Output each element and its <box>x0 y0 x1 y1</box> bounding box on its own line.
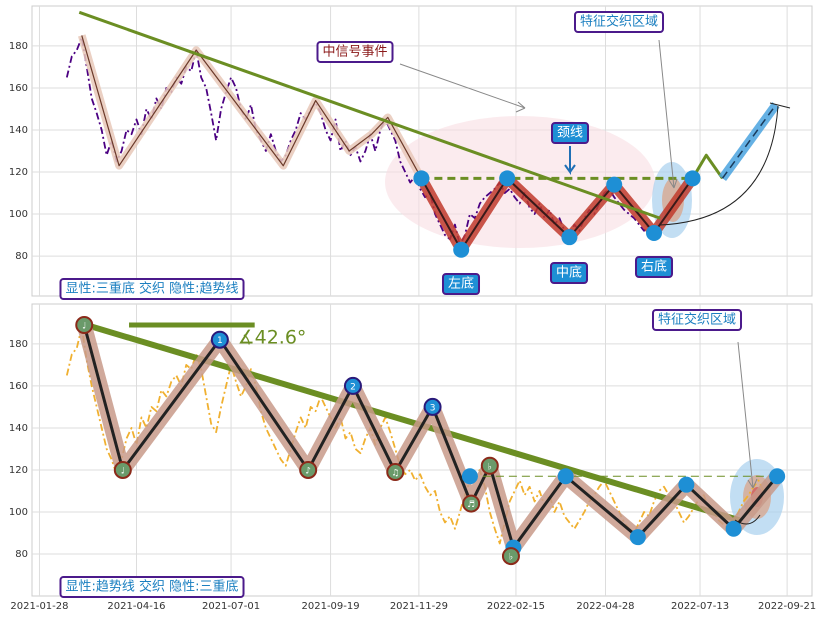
marker-label: ♩ <box>121 466 125 476</box>
annotation-text: 特征交织区域 <box>580 14 658 30</box>
y-tick-label: 180 <box>9 41 28 52</box>
pivot-point <box>629 529 646 546</box>
marker-point <box>423 397 442 416</box>
y-tick-label: 80 <box>15 549 28 560</box>
annotation-text: 特征交织区域 <box>658 312 736 328</box>
y-tick-label: 120 <box>9 167 28 178</box>
marker-label: ♬ <box>467 500 475 510</box>
pivot-point <box>413 170 430 187</box>
annotation-box <box>316 41 394 63</box>
pivot-point <box>725 520 742 537</box>
pivot-point <box>606 176 623 193</box>
y-tick-label: 160 <box>9 83 28 94</box>
pivot-point <box>678 476 695 493</box>
marker-point <box>343 376 362 395</box>
x-tick-label: 2021-11-29 <box>390 601 448 612</box>
annotation-box <box>550 122 590 144</box>
x-tick-label: 2021-04-16 <box>107 601 165 612</box>
annotation-text: 显性:趋势线 交织 隐性:三重底 <box>65 579 238 595</box>
line-series <box>81 35 422 179</box>
marker-label: ♫ <box>391 469 399 479</box>
annotation-text: 右底 <box>641 259 667 275</box>
line-series <box>691 153 724 180</box>
arrow <box>737 341 758 489</box>
marker-point <box>501 547 520 566</box>
plot-area <box>31 303 813 597</box>
pivot-point <box>769 468 786 485</box>
annotation-box <box>573 11 665 33</box>
marker-label: 1 <box>217 336 223 346</box>
marker-point <box>210 330 229 349</box>
pivot-point <box>461 468 478 485</box>
y-tick-label: 160 <box>9 381 28 392</box>
x-tick-label: 2022-02-15 <box>487 601 545 612</box>
arrow <box>399 63 526 113</box>
pivot-point <box>557 468 574 485</box>
marker-label: ♭ <box>509 553 513 563</box>
y-tick-label: 140 <box>9 423 28 434</box>
annotation-box <box>441 273 481 295</box>
marker-label: ♩ <box>82 322 86 332</box>
y-tick-label: 140 <box>9 125 28 136</box>
annotation-text: 中信号事件 <box>322 45 387 60</box>
annotation-text: ∡42.6° <box>238 327 307 349</box>
pivot-point <box>499 170 516 187</box>
marker-point <box>113 460 132 479</box>
pivot-point <box>561 229 578 246</box>
marker-label: ♪ <box>305 466 311 476</box>
arc <box>734 514 761 525</box>
annotation-box <box>59 576 245 598</box>
pivot-point <box>646 224 663 241</box>
pivot-point <box>684 170 701 187</box>
annotation-box <box>549 262 589 284</box>
marker-point <box>462 494 481 513</box>
y-tick-label: 180 <box>9 339 28 350</box>
pivot-point <box>453 241 470 258</box>
line-series <box>721 104 777 179</box>
x-tick-label: 2022-09-21 <box>758 601 816 612</box>
y-tick-label: 120 <box>9 465 28 476</box>
marker-label: 2 <box>350 382 356 392</box>
annotation-text: 中底 <box>556 265 582 281</box>
x-tick-label: 2022-04-28 <box>576 601 634 612</box>
arc <box>659 105 779 226</box>
arrow <box>564 146 576 176</box>
marker-point <box>75 316 94 335</box>
x-tick-label: 2021-01-28 <box>10 601 68 612</box>
annotation-text: 颈线 <box>557 126 583 141</box>
annotation-box <box>59 278 245 300</box>
y-tick-label: 80 <box>15 251 28 262</box>
x-tick-label: 2021-09-19 <box>302 601 360 612</box>
annotation-box <box>634 256 674 278</box>
line-series <box>78 10 661 220</box>
x-tick-label: 2022-07-13 <box>671 601 729 612</box>
marker-point <box>386 463 405 482</box>
annotation-text: 左底 <box>448 276 474 292</box>
annotation-box <box>651 309 743 331</box>
marker-point <box>299 460 318 479</box>
arrow <box>658 39 678 189</box>
y-tick-label: 100 <box>9 209 28 220</box>
marker-label: 3 <box>430 403 436 413</box>
line-series <box>78 320 741 524</box>
y-tick-label: 100 <box>9 507 28 518</box>
annotation-text: 显性:三重底 交织 隐性:趋势线 <box>65 281 238 297</box>
arc <box>769 102 791 109</box>
marker-point <box>480 456 499 475</box>
x-tick-label: 2021-07-01 <box>202 601 260 612</box>
marker-label: ♭ <box>488 462 492 472</box>
